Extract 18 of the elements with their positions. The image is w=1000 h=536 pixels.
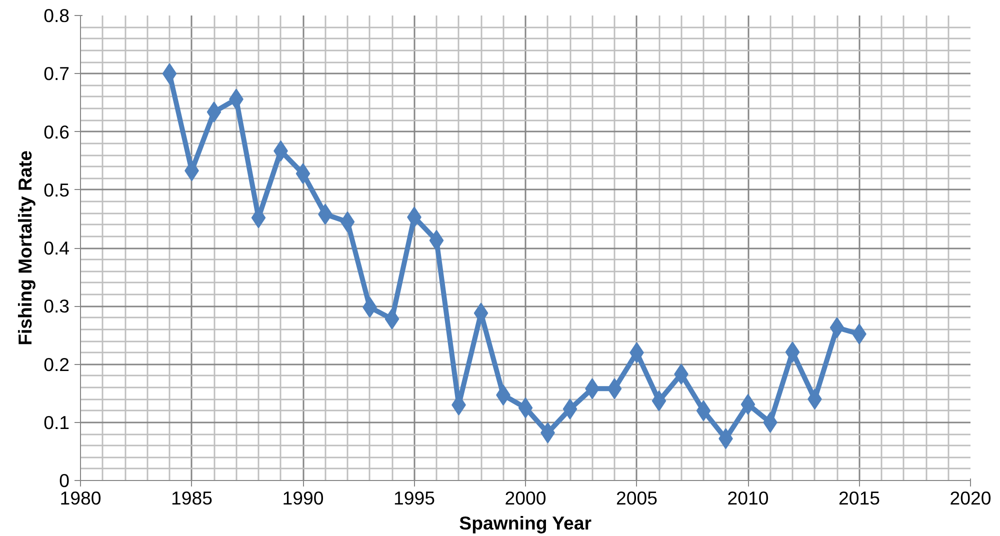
y-tick-label: 0.3 bbox=[44, 296, 70, 317]
y-tick-label: 0.1 bbox=[44, 412, 70, 433]
x-tick-label: 1985 bbox=[171, 488, 213, 508]
x-axis-title: Spawning Year bbox=[459, 512, 592, 534]
x-tick-label: 2010 bbox=[727, 488, 769, 508]
x-tick-label: 1995 bbox=[394, 488, 436, 508]
x-tick-label: 2020 bbox=[950, 488, 992, 508]
y-tick-label: 0.8 bbox=[44, 5, 70, 26]
x-tick-label: 1990 bbox=[282, 488, 324, 508]
x-tick-label: 2000 bbox=[504, 488, 546, 508]
y-tick-label: 0.5 bbox=[44, 179, 70, 200]
y-tick-label: 0.4 bbox=[44, 238, 70, 258]
x-tick-label: 2005 bbox=[616, 488, 658, 508]
y-tick-label: 0.6 bbox=[44, 121, 70, 142]
y-axis-title: Fishing Mortality Rate bbox=[14, 150, 36, 346]
x-tick-label: 2015 bbox=[838, 488, 880, 508]
y-tick-label: 0.2 bbox=[44, 354, 70, 375]
y-tick-label: 0.7 bbox=[44, 63, 70, 84]
